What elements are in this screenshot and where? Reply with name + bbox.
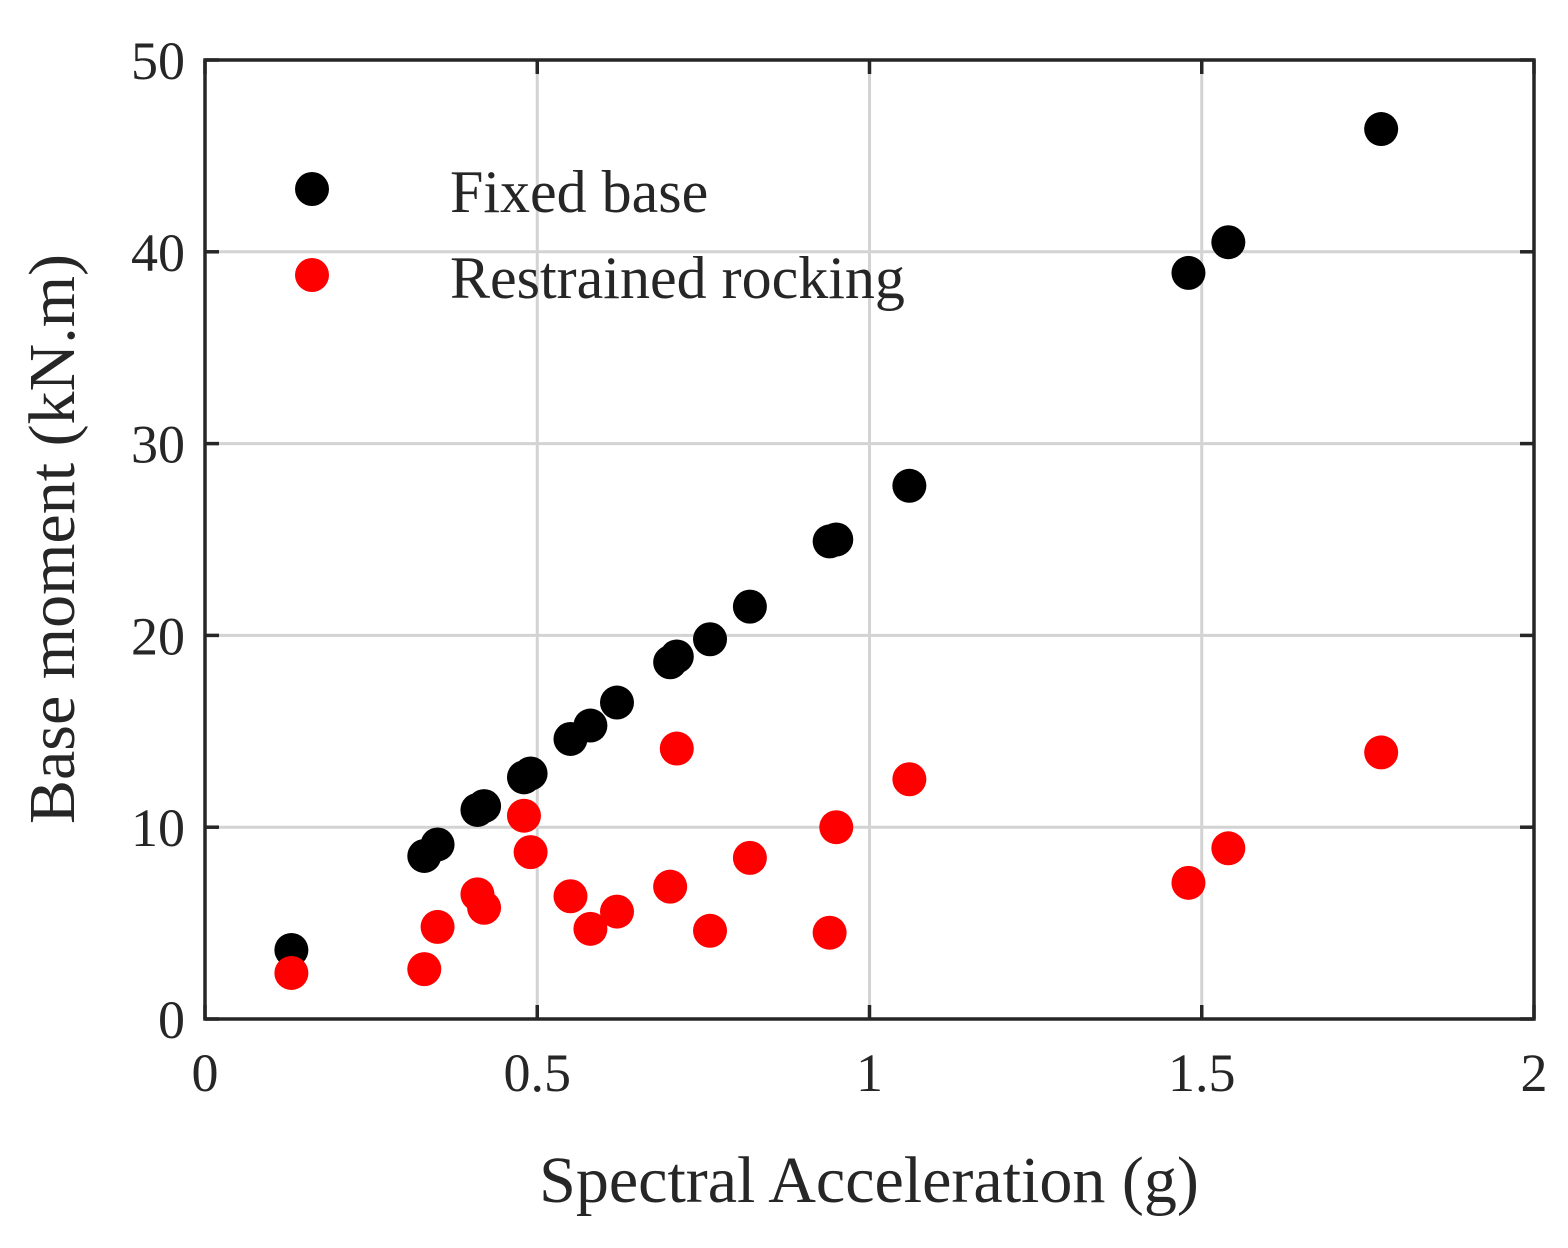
data-point-fixed-base [819,522,854,557]
data-point-restrained-rocking [659,731,694,766]
y-tick-label: 40 [131,223,185,283]
data-points [274,112,1399,990]
x-tick-label: 2 [1521,1043,1548,1103]
y-axis-title: Base moment (kN.m) [16,254,89,824]
data-point-restrained-rocking [892,762,927,797]
data-point-restrained-rocking [506,798,541,833]
x-axis-title: Spectral Acceleration (g) [539,1144,1199,1217]
legend-label-restrained-rocking: Restrained rocking [450,245,905,311]
legend: Fixed base Restrained rocking [295,159,905,311]
axis-ticks [203,58,1536,1021]
data-point-fixed-base [573,708,608,743]
data-point-fixed-base [659,639,694,674]
data-point-fixed-base [420,827,455,862]
y-tick-label: 10 [131,798,185,858]
data-point-fixed-base [599,685,634,720]
data-point-restrained-rocking [407,952,442,987]
data-point-restrained-rocking [1364,735,1399,770]
data-point-fixed-base [513,756,548,791]
series-restrained-rocking [274,731,1399,990]
data-point-fixed-base [732,589,767,624]
data-point-restrained-rocking [1171,865,1206,900]
data-point-restrained-rocking [553,879,588,914]
data-point-restrained-rocking [420,909,455,944]
data-point-restrained-rocking [573,911,608,946]
data-point-restrained-rocking [1211,831,1246,866]
legend-marker-fixed-base [295,172,329,206]
x-tick-label: 1 [856,1043,883,1103]
data-point-fixed-base [1364,112,1399,147]
y-tick-label: 20 [131,606,185,666]
data-point-restrained-rocking [653,869,688,904]
data-point-restrained-rocking [693,913,728,948]
data-point-fixed-base [467,789,502,824]
x-tick-label: 0 [192,1043,219,1103]
data-point-fixed-base [693,622,728,657]
data-point-fixed-base [1211,225,1246,260]
data-point-fixed-base [1171,255,1206,290]
data-point-restrained-rocking [599,894,634,929]
y-tick-label: 30 [131,415,185,475]
y-tick-label: 50 [131,31,185,91]
legend-label-fixed-base: Fixed base [450,159,708,225]
series-fixed-base [274,112,1399,967]
grid [205,60,1534,1019]
data-point-restrained-rocking [513,835,548,870]
data-point-restrained-rocking [812,915,847,950]
data-point-restrained-rocking [467,890,502,925]
data-point-restrained-rocking [274,955,309,990]
y-tick-label: 0 [158,990,185,1050]
x-tick-label: 1.5 [1168,1043,1236,1103]
legend-marker-restrained-rocking [295,258,329,292]
data-point-fixed-base [892,468,927,503]
data-point-restrained-rocking [819,810,854,845]
x-tick-label: 0.5 [504,1043,572,1103]
data-point-restrained-rocking [732,840,767,875]
